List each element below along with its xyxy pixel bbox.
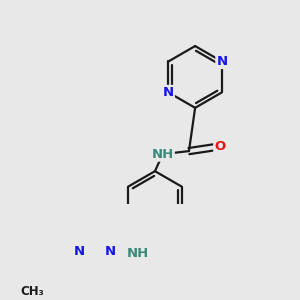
Text: N: N [216,55,227,68]
Text: O: O [214,140,226,153]
Text: NH: NH [127,247,149,260]
Text: N: N [163,86,174,99]
Text: CH₃: CH₃ [20,285,44,298]
Text: N: N [105,244,116,257]
Text: N: N [74,244,85,257]
Text: NH: NH [152,148,174,161]
